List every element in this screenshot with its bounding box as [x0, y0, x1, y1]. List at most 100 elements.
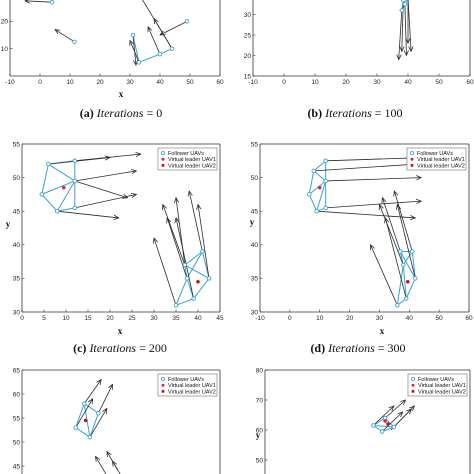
panel-f-velocity-arrow [384, 400, 406, 419]
panel-a-follower-uav-point [49, 0, 55, 5]
panel-c-x-tick-label: 5 [42, 315, 46, 322]
panel-b-follower-uav-point [401, 0, 406, 3]
panel-d-follower-uav-point [323, 178, 328, 184]
panel-a-follower-uav-point [72, 39, 77, 45]
panel-e-y-tick-label: 50 [13, 439, 21, 446]
panel-e-velocity-arrow [89, 408, 107, 438]
panel-f-follower-uav-point [379, 429, 385, 434]
panel-c-y-tick-label: 40 [13, 242, 21, 249]
panel-f-legend-label: Virtual leader UAV2 [418, 389, 466, 395]
panel-c-y-tick-label: 45 [13, 209, 21, 216]
panel-d-velocity-arrow [394, 191, 413, 252]
panel-c-formation-edge [175, 298, 194, 306]
panel-d-x-tick-label: 40 [406, 315, 414, 322]
panel-b-plot: -10 0 10 20 30 40 50 60 15 20 25 30 [244, 0, 474, 86]
panel-a-y-tick-label: 20 [1, 19, 9, 26]
panel-b-caption-text: Iterations [324, 106, 372, 120]
panel-a-x-tick-label: 40 [156, 79, 164, 86]
panel-c-x-tick-label: 45 [216, 315, 224, 322]
panel-c-follower-uav-point [72, 205, 78, 211]
panel-c-follower-uav-point [173, 303, 179, 308]
panel-c-legend-label: Follower UAVs [168, 151, 204, 157]
panel-e-y-tick-label: 60 [13, 391, 21, 398]
panel-c-caption: (c) Iterations = 200 [73, 341, 167, 355]
panel-d-follower-uav-point [401, 262, 406, 268]
panel-e-follower-uav-point [73, 425, 78, 430]
panel-e-follower-uav-point [96, 410, 101, 416]
panel-c-formation-edge [175, 278, 188, 306]
panel-d-caption-value: = 300 [378, 341, 406, 355]
panel-d-y-tick-label: 40 [251, 242, 259, 249]
panel-f-legend-box [407, 373, 468, 397]
panel-f-legend-marker-leader [411, 389, 415, 393]
panel-a-velocity-arrow [25, 1, 53, 2]
panel-d-x-tick-label: 10 [316, 315, 324, 322]
panel-d-formation-edge [396, 264, 404, 306]
panel-f-y-tick-label: 80 [256, 367, 264, 374]
panel-c-follower-uav-point [182, 262, 188, 268]
panel-e-y-tick-label: 65 [13, 367, 21, 374]
panel-a-velocity-arrow [55, 30, 75, 43]
panel-b-y-tick-label: 25 [244, 32, 252, 39]
panel-d: -10 0 10 20 30 40 50 60 30 35 40 45 50 55 Follower UAV… [250, 141, 473, 355]
panel-d-virtual-leader-point [317, 185, 322, 190]
panel-b-x-tick-label: 50 [435, 79, 443, 86]
panel-c-x-tick-label: 0 [20, 315, 24, 322]
panel-d-follower-uav-point [311, 168, 316, 174]
panel-c-follower-uav-point [184, 276, 190, 281]
panel-e-velocity-arrow [75, 399, 93, 428]
panel-e-virtual-leader-point [83, 418, 88, 423]
panel-a: -10 0 10 20 30 40 50 60 10 20 x (a) Iterations = … [1, 0, 224, 120]
panel-d-velocity-arrow [379, 204, 404, 266]
panel-b-x-tick-label: 30 [373, 79, 381, 86]
panel-b-x-tick-label: 10 [311, 79, 319, 86]
panel-c-legend-marker-follower [160, 150, 165, 155]
panel-b-follower-uav-point [399, 8, 405, 13]
panel-d-follower-uav-point [307, 192, 312, 197]
panel-c-y-tick-label: 35 [13, 276, 21, 283]
panel-d-formation-edge [402, 264, 407, 299]
panel-d-follower-uav-point [404, 296, 409, 301]
panel-d-x-tick-label: 50 [436, 315, 444, 322]
panel-d-formation-edge [308, 194, 318, 212]
panel-b-caption-value: = 100 [375, 106, 403, 120]
panel-a-x-tick-label: 30 [126, 79, 134, 86]
panel-a-caption: (a) Iterations = 0 [80, 106, 162, 120]
panel-c-y-tick-label: 55 [13, 141, 21, 148]
panel-e-velocity-arrow [96, 456, 107, 474]
panel-f-legend-marker-follower [410, 376, 415, 381]
panel-c-legend-box [157, 147, 218, 171]
panel-c-virtual-leader-point [196, 279, 200, 284]
panel-e-formation-edge [89, 413, 99, 438]
panel-c-ylabel: y [6, 219, 11, 229]
panel-a-plot: -10 0 10 20 30 40 50 60 10 20 [1, 0, 224, 86]
panel-a-x-tick-label: 50 [186, 79, 194, 86]
panel-d-x-tick-label: -10 [255, 315, 265, 322]
panel-c-formation-edge [48, 163, 76, 182]
panel-e-velocity-arrow [98, 384, 112, 414]
panel-d-follower-uav-point [413, 276, 418, 281]
panel-b: -10 0 10 20 30 40 50 60 15 20 25 30 (b) Iterations … [244, 0, 474, 120]
panel-d-caption-text: Iterations [327, 341, 375, 355]
panel-e-legend-box [157, 373, 218, 397]
panel-d-velocity-arrow [316, 210, 416, 218]
panel-a-follower-uav-point [130, 32, 136, 38]
panel-f-follower-uav-point [371, 423, 376, 428]
panel-e-velocity-arrow [113, 461, 121, 474]
panel-d-legend-label: Follower UAVs [417, 151, 453, 157]
panel-d-caption-tag: (d) [310, 341, 325, 355]
panel-f-legend-label: Follower UAVs [418, 377, 454, 383]
panel-c-velocity-arrow [74, 171, 137, 182]
panel-d-xlabel: x [380, 326, 385, 336]
panel-c-formation-edge [186, 251, 203, 279]
panel-c-velocity-arrow [176, 218, 194, 299]
panel-e-follower-uav-point [81, 401, 87, 406]
panel-e-formation-edge [75, 403, 85, 428]
panel-d-formation-edge [405, 278, 416, 299]
panel-c-velocity-arrow [48, 157, 110, 165]
